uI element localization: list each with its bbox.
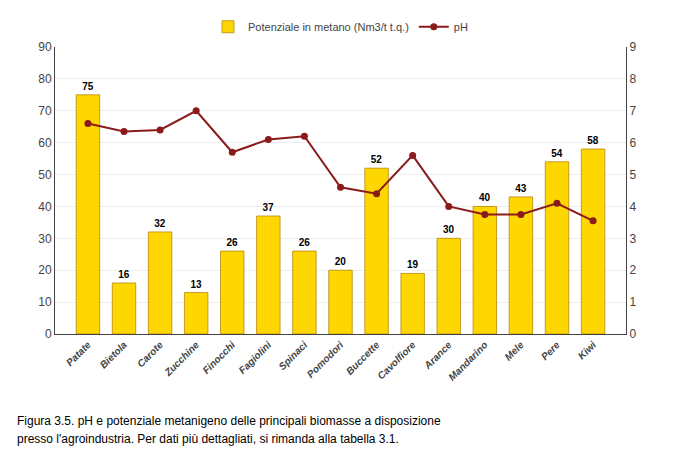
svg-text:4: 4 [629, 200, 636, 214]
svg-text:40: 40 [479, 192, 491, 203]
svg-text:54: 54 [551, 148, 563, 159]
svg-text:75: 75 [82, 81, 94, 92]
svg-text:Buccette: Buccette [344, 339, 382, 377]
svg-text:52: 52 [371, 154, 383, 165]
svg-text:presso l'agroindustria. Per da: presso l'agroindustria. Per dati più det… [17, 432, 399, 446]
svg-text:Potenziale in metano (Nm3/t t.: Potenziale in metano (Nm3/t t.q.) [248, 21, 409, 33]
svg-text:Pere: Pere [539, 339, 562, 362]
svg-text:Carote: Carote [135, 339, 165, 369]
svg-text:13: 13 [190, 279, 202, 290]
svg-text:26: 26 [226, 237, 238, 248]
svg-text:19: 19 [407, 259, 419, 270]
svg-text:70: 70 [38, 104, 52, 118]
svg-text:43: 43 [515, 183, 527, 194]
svg-text:Arance: Arance [421, 339, 454, 372]
svg-text:pH: pH [454, 21, 468, 33]
svg-text:Kiwi: Kiwi [576, 339, 598, 361]
svg-text:Cavolfiore: Cavolfiore [375, 339, 418, 382]
svg-text:5: 5 [629, 168, 636, 182]
svg-text:Finocchi: Finocchi [200, 339, 237, 376]
svg-text:7: 7 [629, 104, 636, 118]
svg-text:Fagiolini: Fagiolini [236, 339, 273, 376]
svg-text:30: 30 [38, 232, 52, 246]
svg-text:20: 20 [335, 256, 347, 267]
svg-text:Bietola: Bietola [98, 339, 130, 371]
svg-text:50: 50 [38, 168, 52, 182]
svg-text:Spinaci: Spinaci [276, 339, 309, 372]
svg-text:Pomodori: Pomodori [305, 339, 346, 380]
svg-text:16: 16 [118, 269, 130, 280]
svg-text:30: 30 [443, 224, 455, 235]
svg-text:20: 20 [38, 263, 52, 277]
svg-text:Mele: Mele [502, 339, 526, 363]
svg-text:80: 80 [38, 72, 52, 86]
svg-text:8: 8 [629, 72, 636, 86]
svg-text:40: 40 [38, 200, 52, 214]
svg-text:37: 37 [263, 202, 275, 213]
svg-text:Figura 3.5. pH e potenziale me: Figura 3.5. pH e potenziale metanigeno d… [17, 414, 441, 428]
svg-text:Mandarino: Mandarino [446, 339, 490, 383]
svg-text:58: 58 [587, 135, 599, 146]
svg-text:90: 90 [38, 40, 52, 54]
svg-text:26: 26 [299, 237, 311, 248]
svg-text:Patate: Patate [64, 339, 93, 368]
svg-text:9: 9 [629, 40, 636, 54]
svg-text:3: 3 [629, 232, 636, 246]
svg-text:60: 60 [38, 136, 52, 150]
svg-text:6: 6 [629, 136, 636, 150]
svg-text:32: 32 [154, 218, 166, 229]
svg-text:2: 2 [629, 263, 636, 277]
svg-text:Zucchine: Zucchine [162, 339, 202, 379]
svg-text:0: 0 [629, 327, 636, 341]
svg-text:10: 10 [38, 295, 52, 309]
svg-text:0: 0 [45, 327, 52, 341]
svg-text:1: 1 [629, 295, 636, 309]
